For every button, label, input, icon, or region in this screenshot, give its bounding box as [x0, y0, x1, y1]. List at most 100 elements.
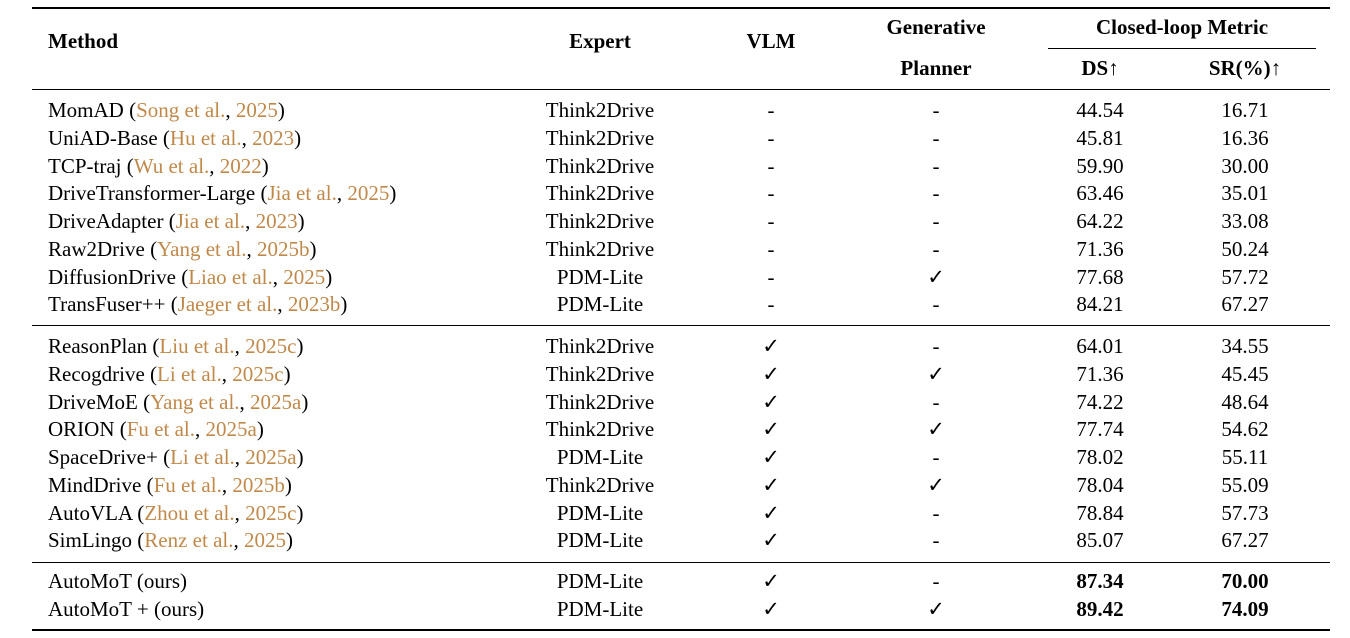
ds-cell: 71.36: [1076, 361, 1124, 386]
citation-separator: ,: [209, 153, 220, 178]
table-row: TCP-traj (Wu et al., 2022) Think2Drive - - 5…: [0, 152, 1350, 180]
vlm-cell: ✓: [762, 445, 780, 469]
ds-cell: 78.84: [1076, 500, 1124, 525]
generative-planner-cell: ✓: [927, 361, 945, 386]
citation-open-paren: (: [162, 125, 170, 150]
sr-cell: 45.45: [1221, 361, 1269, 386]
citation-open-paren: (: [152, 334, 160, 358]
citation-year: 2025c: [232, 361, 284, 386]
citation-close-paren: ): [256, 417, 264, 442]
generative-planner-cell: ✓: [927, 472, 945, 497]
ds-cell: 64.01: [1076, 334, 1124, 358]
vlm-cell: -: [767, 209, 775, 233]
citation-close-paren: ): [277, 98, 285, 122]
table-row: MindDrive (Fu et al., 2025b) Think2Drive ✓…: [0, 471, 1350, 499]
table-row: SimLingo (Renz et al., 2025) PDM-Lite ✓ - 85…: [0, 526, 1350, 554]
citation-separator: ,: [272, 264, 284, 289]
citation-year: 2025: [283, 264, 326, 289]
method-name: Raw2Drive: [48, 236, 145, 261]
generative-planner-cell: ✓: [927, 417, 945, 442]
top-rule: [32, 7, 1330, 9]
generative-planner-cell: -: [932, 181, 940, 206]
expert-cell: Think2Drive: [545, 361, 655, 386]
citation-separator: ,: [245, 209, 256, 233]
method-cell: SimLingo (Renz et al., 2025): [48, 526, 293, 554]
vlm-cell: ✓: [762, 361, 780, 386]
method-name: ReasonPlan: [48, 334, 148, 358]
citation-open-paren: (: [163, 445, 171, 469]
header-rule: [32, 89, 1330, 90]
method-name: SimLingo: [48, 528, 133, 553]
citation-close-paren: ): [296, 334, 304, 358]
citation-separator: ,: [246, 236, 258, 261]
sr-cell: 16.36: [1221, 125, 1269, 150]
sr-cell: 16.71: [1221, 98, 1269, 122]
citation-author: Zhou et al.: [144, 500, 235, 525]
citation-year: 2025a: [250, 389, 302, 414]
sr-cell: 55.09: [1221, 472, 1269, 497]
method-cell: TCP-traj (Wu et al., 2022): [48, 152, 269, 180]
vlm-cell: -: [767, 153, 775, 178]
sr-cell: 35.01: [1221, 181, 1269, 206]
method-name: DriveAdapter: [48, 209, 164, 233]
table-row: SpaceDrive+ (Li et al., 2025a) PDM-Lite ✓ -…: [0, 443, 1350, 471]
generative-planner-cell: -: [932, 209, 940, 233]
citation-year: 2025c: [245, 500, 297, 525]
header-planner: Planner: [900, 56, 972, 80]
table-row: DiffusionDrive (Liao et al., 2025) PDM-Li…: [0, 263, 1350, 291]
bottom-rule: [32, 629, 1330, 631]
expert-cell: PDM-Lite: [556, 528, 644, 553]
method-cell: Raw2Drive (Yang et al., 2025b): [48, 235, 317, 263]
vlm-cell: -: [767, 236, 775, 261]
header-vlm: VLM: [746, 29, 796, 53]
citation-separator: ,: [239, 389, 251, 414]
citation-close-paren: ): [284, 472, 292, 497]
citation-author: Fu et al.: [153, 472, 222, 497]
expert-cell: PDM-Lite: [556, 264, 644, 289]
generative-planner-cell: -: [932, 153, 940, 178]
sr-cell: 30.00: [1221, 153, 1269, 178]
citation-author: Yang et al.: [150, 389, 240, 414]
generative-planner-cell: -: [932, 389, 940, 414]
expert-cell: Think2Drive: [545, 181, 655, 206]
expert-cell: Think2Drive: [545, 125, 655, 150]
generative-planner-cell: -: [932, 292, 940, 317]
citation-open-paren: (: [146, 472, 154, 497]
citation-author: Hu et al.: [169, 125, 242, 150]
ds-cell: 64.22: [1076, 209, 1124, 233]
method-name: AutoVLA: [48, 500, 132, 525]
method-cell: AutoMoT (ours): [48, 567, 187, 595]
expert-cell: Think2Drive: [545, 389, 655, 414]
vlm-cell: -: [767, 125, 775, 150]
citation-close-paren: ): [389, 181, 397, 206]
expert-cell: PDM-Lite: [556, 500, 644, 525]
method-name: UniAD-Base: [48, 125, 158, 150]
citation-open-paren: (: [260, 181, 268, 206]
method-cell: TransFuser++ (Jaeger et al., 2023b): [48, 290, 347, 318]
citation-open-paren: (: [170, 292, 178, 317]
citation-year: 2025c: [245, 334, 297, 358]
table-row: DriveTransformer-Large (Jia et al., 2025…: [0, 179, 1350, 207]
vlm-cell: ✓: [762, 417, 780, 442]
expert-cell: PDM-Lite: [556, 596, 644, 621]
citation-close-paren: ): [325, 264, 333, 289]
method-cell: AutoVLA (Zhou et al., 2025c): [48, 499, 303, 527]
ds-cell: 63.46: [1076, 181, 1124, 206]
sr-cell: 70.00: [1221, 569, 1269, 593]
citation-close-paren: ): [294, 125, 302, 150]
citation-year: 2025a: [205, 417, 257, 442]
method-name: TCP-traj: [48, 153, 122, 178]
citation-close-paren: ): [285, 528, 293, 553]
citation-author: Yang et al.: [157, 236, 247, 261]
sr-cell: 57.73: [1221, 500, 1269, 525]
citation-year: 2023: [255, 209, 298, 233]
ds-cell: 78.02: [1076, 445, 1124, 469]
table-row: AutoMoT + (ours) PDM-Lite ✓ ✓ 89.42 74.09: [0, 595, 1350, 623]
sr-cell: 50.24: [1221, 236, 1269, 261]
method-cell: MindDrive (Fu et al., 2025b): [48, 471, 292, 499]
citation-year: 2023b: [287, 292, 341, 317]
table-row: DriveAdapter (Jia et al., 2023) Think2Dri…: [0, 207, 1350, 235]
method-cell: SpaceDrive+ (Li et al., 2025a): [48, 443, 304, 471]
citation-author: Jia et al.: [267, 181, 337, 206]
group2-rule: [32, 562, 1330, 563]
